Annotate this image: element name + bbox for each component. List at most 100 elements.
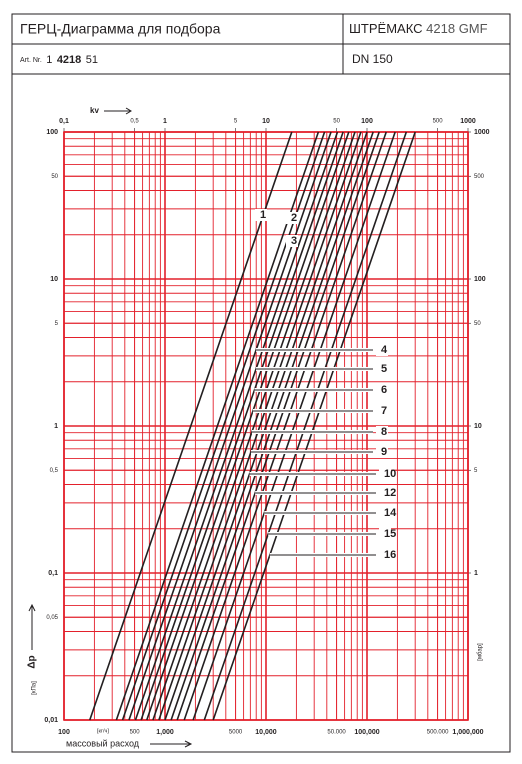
arrow xyxy=(28,603,36,650)
label-bg xyxy=(379,487,391,499)
x-tick-label: 1,000 xyxy=(156,729,174,736)
art-prefix: 1 xyxy=(46,54,52,66)
x2-tick-label: 500 xyxy=(433,119,444,125)
art-label: Art. Nr. xyxy=(20,57,42,64)
series-line xyxy=(128,131,332,721)
series-line xyxy=(115,131,320,721)
x2-tick-label: 5 xyxy=(234,119,238,125)
frame xyxy=(11,13,511,753)
x-tick-label: 50.000 xyxy=(327,730,346,736)
series-line xyxy=(146,131,350,721)
product: ШТРЁМАКС 4218 GMF xyxy=(349,21,488,36)
code: 4218 GMF xyxy=(426,21,487,36)
label-bg xyxy=(376,426,388,438)
y-tick-label: 0,05 xyxy=(46,615,58,621)
series-line xyxy=(164,131,368,721)
y-tick-label: 5 xyxy=(55,321,59,327)
x-tick-label: 500.000 xyxy=(427,730,449,736)
y-unit: [кПа] xyxy=(32,681,38,695)
series-label: 5 xyxy=(381,363,387,375)
label-bg xyxy=(376,363,388,375)
series-label: 4 xyxy=(381,344,388,356)
y2-tick-label: 10 xyxy=(474,423,482,430)
y2-unit: [мбар] xyxy=(478,643,484,661)
series-line xyxy=(134,131,339,721)
series-label: 10 xyxy=(384,468,396,480)
series-line xyxy=(170,131,374,721)
series-label: 7 xyxy=(381,405,387,417)
series-line xyxy=(212,131,416,721)
x2-tick-label: 0,1 xyxy=(59,118,69,125)
series-label: 16 xyxy=(384,549,396,561)
brand: ШТРЁМАКС xyxy=(349,21,423,36)
label-bg xyxy=(286,212,298,224)
y-axis-label: Δp xyxy=(27,655,38,668)
series-label: 12 xyxy=(384,487,396,499)
arrow xyxy=(150,740,193,748)
y2-tick-label: 5 xyxy=(474,468,478,474)
series-line xyxy=(176,131,380,721)
y-tick-label: 0,5 xyxy=(50,468,59,474)
series-label: 2 xyxy=(291,212,297,224)
x2-tick-label: 50 xyxy=(333,119,340,125)
series-label: 3 xyxy=(291,235,297,247)
label-bg xyxy=(255,209,267,221)
x-unit: [кг/ч] xyxy=(97,728,109,734)
series-line xyxy=(140,131,344,721)
series-line xyxy=(152,131,356,721)
series-label: 9 xyxy=(381,446,387,458)
x-tick-label: 10,000 xyxy=(255,729,277,736)
label-bg xyxy=(379,549,391,561)
label-bg xyxy=(376,405,388,417)
x2-tick-label: 100 xyxy=(361,118,373,125)
series-label: 14 xyxy=(384,507,397,519)
x-tick-label: 100,000 xyxy=(354,729,379,736)
title: ГЕРЦ-Диаграмма для подбора xyxy=(20,21,221,37)
x2-axis-label: kv xyxy=(90,106,99,115)
art-number: Art. Nr. 1 4218 51 xyxy=(20,51,98,68)
label-bg xyxy=(379,507,391,519)
series-label: 8 xyxy=(381,426,387,438)
series-line xyxy=(203,131,408,721)
y2-tick-label: 1 xyxy=(474,570,478,577)
series-line xyxy=(183,131,387,721)
y2-tick-label: 50 xyxy=(474,321,481,327)
label-bg xyxy=(379,528,391,540)
y2-tick-label: 1000 xyxy=(474,129,490,136)
x2-tick-label: 0,5 xyxy=(130,119,139,125)
label-bg xyxy=(286,235,298,247)
series-label: 15 xyxy=(384,528,396,540)
arrow xyxy=(104,107,132,115)
plot-border xyxy=(63,131,469,721)
y-tick-label: 0,1 xyxy=(48,570,58,577)
y-tick-label: 0,01 xyxy=(44,717,58,724)
series-line xyxy=(192,131,396,721)
dn: DN 150 xyxy=(352,52,393,66)
x2-tick-label: 10 xyxy=(262,118,270,125)
label-bg xyxy=(379,468,391,480)
y-tick-label: 100 xyxy=(46,129,58,136)
label-bg xyxy=(376,384,388,396)
y-tick-label: 50 xyxy=(51,174,58,180)
x-tick-label: 1,000,000 xyxy=(452,729,483,736)
y-tick-label: 1 xyxy=(54,423,58,430)
label-bg xyxy=(376,344,388,356)
y2-tick-label: 500 xyxy=(474,174,485,180)
plot: 100 500 1,000 5000 10,000 50.000 100,000 500.00… xyxy=(27,106,490,748)
y2-tick-label: 100 xyxy=(474,276,486,283)
series-line xyxy=(121,131,326,721)
y-tick-label: 10 xyxy=(50,276,58,283)
art-suffix: 51 xyxy=(86,54,98,66)
x-tick-label: 500 xyxy=(130,730,141,736)
label-bg xyxy=(376,446,388,458)
series-line xyxy=(158,131,362,721)
x2-tick-label: 1000 xyxy=(460,118,476,125)
series-label: 6 xyxy=(381,384,387,396)
series-label: 1 xyxy=(260,209,266,221)
x-axis-label: массовый расход xyxy=(66,738,140,748)
x-tick-label: 5000 xyxy=(229,730,243,736)
x-tick-label: 100 xyxy=(58,729,70,736)
art-bold: 4218 xyxy=(57,54,81,66)
series-line xyxy=(89,131,293,721)
